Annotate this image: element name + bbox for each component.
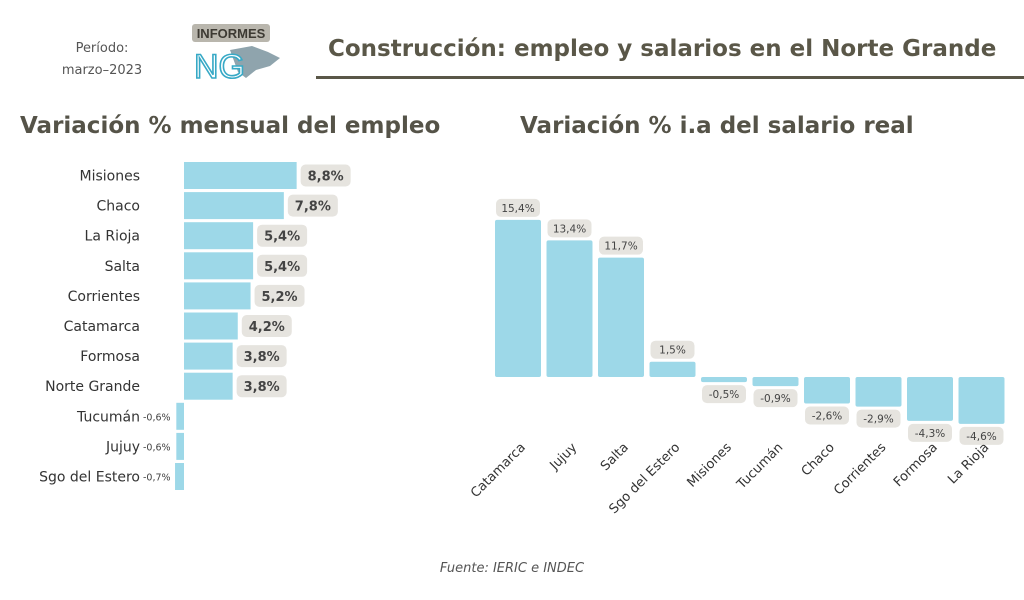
emp-bar [184, 342, 233, 370]
sal-category-label: La Rioja [945, 440, 992, 487]
sal-value-label: 11,7% [604, 241, 637, 253]
title-underline [316, 76, 1024, 79]
sal-bar [907, 377, 953, 421]
period-label: Período: [75, 41, 129, 56]
emp-category-label: Jujuy [105, 439, 140, 455]
emp-value-label: 3,8% [244, 380, 280, 395]
emp-value-pill [236, 375, 287, 398]
sal-value-pill [959, 426, 1004, 445]
logo-banner [192, 24, 270, 42]
emp-value-label: 5,4% [264, 260, 300, 275]
emp-bar [184, 162, 297, 189]
emp-value-label: 5,2% [262, 290, 298, 305]
sal-category-label: Salta [598, 440, 632, 474]
sal-bar [855, 377, 902, 407]
emp-bar [184, 312, 238, 340]
sal-bar [701, 377, 747, 383]
sal-value-label: 13,4% [553, 223, 586, 235]
sal-value-pill [702, 385, 746, 404]
emp-bar [184, 372, 233, 400]
sal-bar [752, 377, 799, 387]
emp-category-label: Catamarca [64, 319, 140, 335]
emp-value-label: -0,6% [143, 412, 171, 423]
emp-bar [184, 282, 251, 310]
sal-category-label: Corrientes [831, 440, 889, 498]
sal-value-label: -4,3% [915, 428, 945, 440]
sal-category-label: Jujuy [547, 440, 581, 474]
sal-value-pill [805, 406, 849, 425]
emp-value-label: 3,8% [244, 350, 280, 365]
sal-value-pill [650, 340, 695, 359]
sal-value-label: -0,9% [760, 393, 790, 405]
emp-value-label: 4,2% [249, 320, 285, 335]
emp-value-pill [287, 194, 338, 217]
emp-value-pill [257, 254, 308, 277]
emp-category-label: La Rioja [85, 229, 140, 245]
emp-value-label: 7,8% [295, 200, 331, 215]
sal-category-label: Tucumán [734, 440, 787, 493]
emp-value-pill [300, 164, 351, 187]
sal-bar [495, 219, 541, 377]
emp-value-pill [254, 284, 305, 307]
emp-value-label: -0,6% [143, 442, 171, 453]
sal-bar [649, 361, 696, 377]
sal-value-label: 1,5% [659, 345, 686, 357]
sal-bar [546, 240, 593, 377]
emp-bar [176, 402, 184, 430]
emp-bar [175, 463, 184, 490]
sal-value-pill [599, 236, 643, 255]
right-chart-title: Variación % i.a del salario real [520, 113, 914, 139]
period-block: Período: marzo–2023 [52, 38, 152, 82]
sal-value-pill [496, 198, 540, 217]
sal-value-label: 15,4% [501, 203, 534, 215]
logo-top-text: INFORMES [197, 26, 266, 41]
period-value: marzo–2023 [61, 63, 143, 78]
sal-value-pill [547, 219, 592, 238]
sal-category-label: Catamarca [468, 440, 529, 501]
sal-value-label: -0,5% [709, 389, 739, 401]
emp-category-label: Corrientes [68, 289, 140, 305]
emp-category-label: Misiones [80, 169, 141, 185]
sal-bar [598, 257, 644, 377]
sal-value-pill [753, 389, 798, 408]
emp-value-label: 8,8% [308, 170, 344, 185]
source-note: Fuente: IERIC e INDEC [439, 561, 585, 576]
sal-category-label: Chaco [799, 440, 838, 479]
sal-bar [804, 377, 850, 404]
emp-value-label: -0,7% [143, 473, 171, 484]
sal-category-label: Misiones [684, 440, 734, 490]
sal-value-label: -2,6% [812, 411, 842, 423]
left-chart-title: Variación % mensual del empleo [20, 113, 441, 139]
sal-value-pill [856, 409, 901, 428]
sal-value-label: -4,6% [966, 431, 996, 443]
sal-bar [958, 377, 1005, 424]
logo-map-shape [230, 46, 280, 78]
emp-category-label: Chaco [97, 199, 141, 215]
emp-category-label: Sgo del Estero [39, 470, 140, 486]
emp-value-label: 5,4% [264, 230, 300, 245]
emp-category-label: Formosa [80, 349, 140, 365]
page-title: Construcción: empleo y salarios en el No… [328, 36, 997, 62]
sal-value-label: -2,9% [863, 414, 893, 426]
emp-value-pill [236, 345, 287, 368]
emp-bar [184, 192, 284, 220]
emp-bar [184, 252, 254, 280]
emp-category-label: Salta [105, 259, 140, 275]
emp-bar [184, 222, 254, 250]
emp-value-pill [241, 315, 292, 337]
sal-value-pill [908, 423, 952, 442]
logo-main-text: NG [194, 48, 245, 86]
emp-bar [176, 432, 184, 460]
emp-category-label: Tucumán [76, 409, 140, 425]
sal-category-label: Formosa [891, 440, 941, 490]
emp-category-label: Norte Grande [45, 379, 140, 395]
emp-value-pill [257, 224, 308, 247]
informes-ng-logo: INFORMES NG [192, 24, 280, 87]
